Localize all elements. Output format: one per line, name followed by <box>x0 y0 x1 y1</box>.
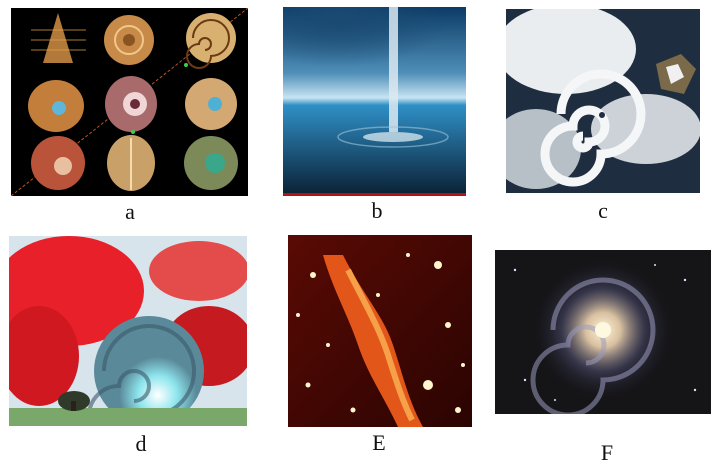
panel-label-f: F <box>600 440 614 465</box>
panel-label-d: d <box>135 431 147 456</box>
panel-label-b: b <box>371 198 383 223</box>
cyclone-image <box>506 9 700 193</box>
panel-label-c: c <box>598 198 608 223</box>
red-vortex-image <box>9 236 247 426</box>
panel-label-e: E <box>372 430 386 455</box>
panel-label-a: a <box>125 199 135 224</box>
shells-image <box>11 8 248 196</box>
waterspout-image <box>283 7 466 196</box>
nebula-image <box>288 235 472 427</box>
galaxy-image <box>495 250 711 414</box>
